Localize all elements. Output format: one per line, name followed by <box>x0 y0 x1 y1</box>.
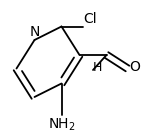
Text: H: H <box>93 61 102 74</box>
Text: N: N <box>29 25 40 39</box>
Text: Cl: Cl <box>83 12 97 26</box>
Text: NH$_2$: NH$_2$ <box>48 116 75 133</box>
Text: O: O <box>129 60 140 74</box>
